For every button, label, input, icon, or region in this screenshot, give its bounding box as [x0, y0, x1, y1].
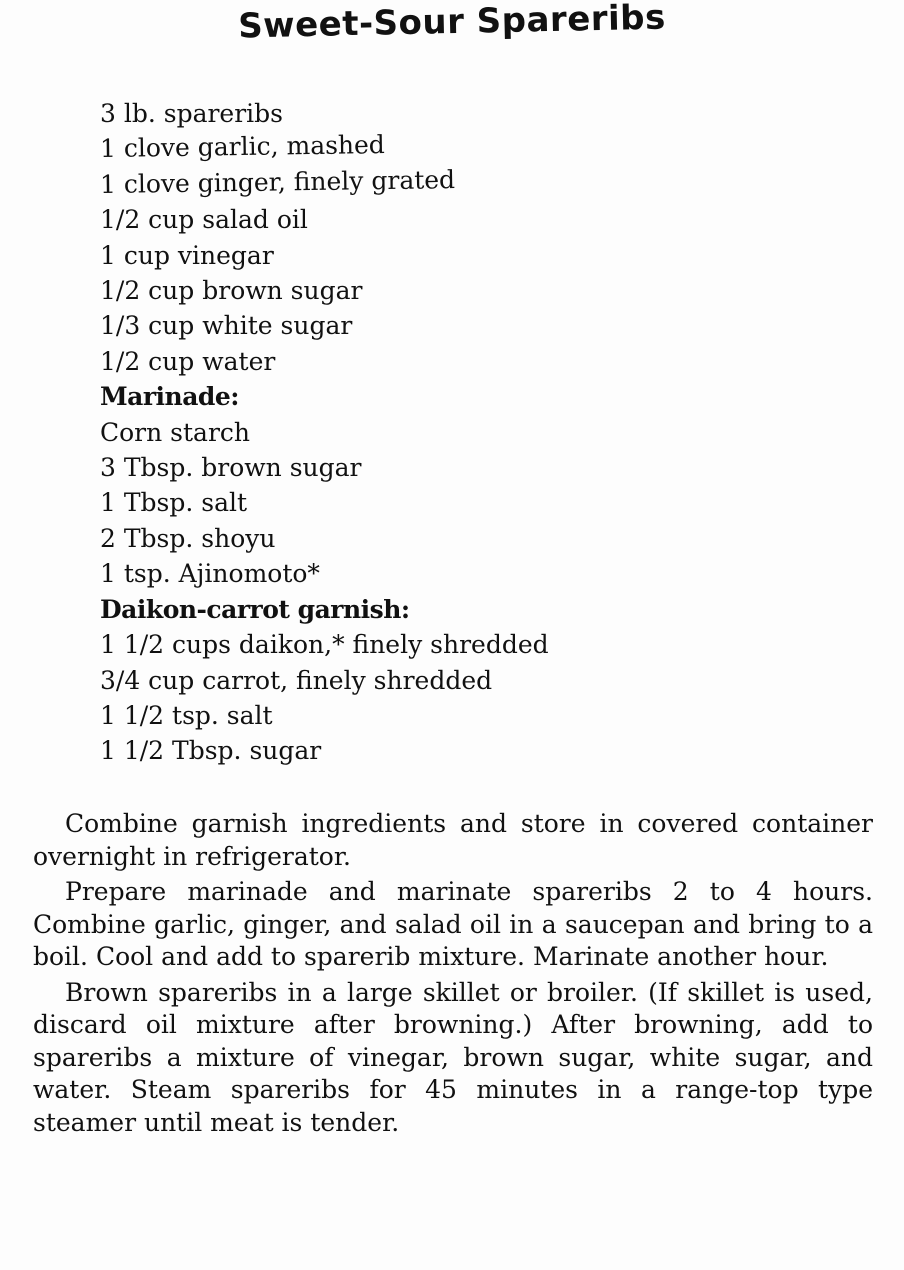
- ingredient-item: 1 1/2 Tbsp. sugar: [100, 736, 322, 766]
- ingredient-item: 2 Tbsp. shoyu: [100, 523, 276, 553]
- ingredient-item: 1 1/2 tsp. salt: [100, 700, 273, 730]
- ingredient-item: 1/2 cup brown sugar: [100, 276, 363, 306]
- recipe-title: Sweet-Sour Spareribs: [237, 0, 667, 47]
- ingredient-item: 1 1/2 cups daikon,* finely shredded: [100, 630, 549, 660]
- method-paragraph: Prepare marinade and marinate spareribs …: [33, 877, 873, 971]
- section-heading: Daikon-carrot garnish:: [100, 594, 410, 624]
- ingredient-item: 1/2 cup salad oil: [100, 205, 308, 235]
- ingredient-item: 1 tsp. Ajinomoto*: [100, 559, 320, 589]
- method-instructions: Combine garnish ingredients and store in…: [33, 808, 873, 1142]
- ingredient-item: 1 clove garlic, mashed: [99, 130, 386, 164]
- ingredient-item: 3/4 cup carrot, finely shredded: [100, 665, 493, 695]
- section-heading: Marinade:: [100, 382, 240, 412]
- method-paragraph: Brown spareribs in a large skillet or br…: [33, 977, 873, 1137]
- ingredient-item: 1/3 cup white sugar: [100, 311, 353, 341]
- ingredient-item: 1/2 cup water: [100, 346, 276, 376]
- ingredient-item: 1 cup vinegar: [100, 240, 274, 270]
- ingredient-item: 1 clove ginger, finely grated: [99, 164, 456, 199]
- ingredient-item: 3 Tbsp. brown sugar: [100, 453, 362, 483]
- ingredient-item: 3 lb. spareribs: [100, 99, 284, 128]
- ingredient-item: 1 Tbsp. salt: [100, 488, 248, 518]
- ingredient-list: 3 lb. spareribs 1 clove garlic, mashed 1 c…: [100, 96, 549, 769]
- method-paragraph: Combine garnish ingredients and store in…: [33, 809, 873, 871]
- ingredient-item: Corn starch: [100, 417, 251, 447]
